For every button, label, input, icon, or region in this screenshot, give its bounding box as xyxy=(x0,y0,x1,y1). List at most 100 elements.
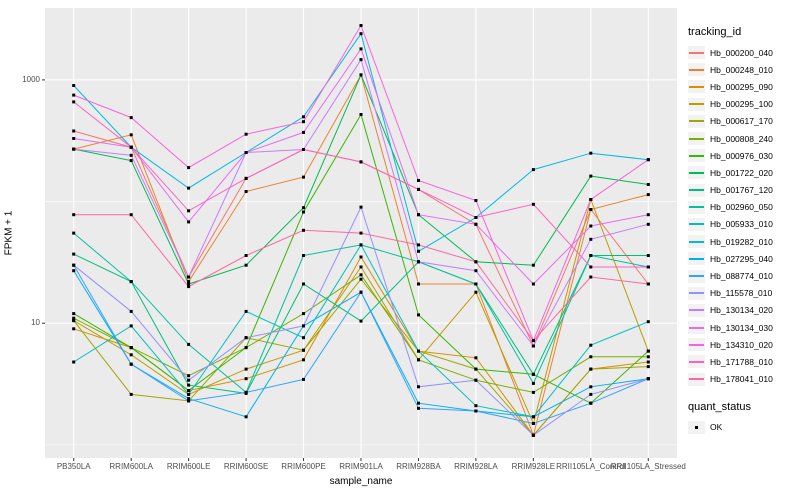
data-point xyxy=(302,324,305,328)
data-point xyxy=(129,280,133,284)
data-point xyxy=(417,249,420,253)
data-point xyxy=(244,309,248,313)
data-point xyxy=(244,336,248,340)
quant-ok-key xyxy=(688,420,705,434)
x-tick-label-PB350LA: PB350LA xyxy=(56,462,91,471)
x-tick-label-RRIM928LE: RRIM928LE xyxy=(511,462,556,471)
data-point xyxy=(244,377,248,381)
data-point xyxy=(359,231,363,235)
data-point xyxy=(474,404,478,408)
data-point xyxy=(302,348,305,352)
legend-entry-Hb_019282_010: Hb_019282_010 xyxy=(688,233,800,250)
legend-entry-Hb_134310_020: Hb_134310_020 xyxy=(688,336,800,353)
data-point xyxy=(72,316,76,320)
legend-entry-label: Hb_001722_020 xyxy=(710,167,773,178)
square-point-icon xyxy=(695,425,698,429)
legend-entry-Hb_000248_010: Hb_000248_010 xyxy=(688,61,800,78)
data-point xyxy=(72,84,76,87)
data-point xyxy=(531,422,535,425)
legend-entry-label: Hb_130134_020 xyxy=(710,305,773,316)
data-point xyxy=(531,344,535,348)
legend-entry-Hb_000617_170: Hb_000617_170 xyxy=(688,113,800,130)
legend-key-swatch xyxy=(688,372,705,386)
data-point xyxy=(589,224,593,228)
data-point xyxy=(72,93,76,97)
legend-line-icon xyxy=(689,120,704,123)
data-point xyxy=(531,433,535,437)
data-point xyxy=(187,220,191,224)
legend-entry-Hb_000295_090: Hb_000295_090 xyxy=(688,78,800,95)
data-point xyxy=(359,160,363,164)
data-point xyxy=(72,269,76,273)
data-point xyxy=(129,362,133,366)
data-point xyxy=(187,280,191,284)
legend-key-swatch xyxy=(688,114,705,128)
data-point xyxy=(359,319,363,323)
data-point xyxy=(72,213,76,217)
data-point xyxy=(302,120,305,124)
legend-line-icon xyxy=(689,171,704,174)
data-point xyxy=(531,415,535,419)
data-point xyxy=(359,73,363,77)
data-point xyxy=(187,378,191,382)
data-point xyxy=(646,355,650,359)
data-point xyxy=(589,392,593,396)
legend-entry-Hb_000808_240: Hb_000808_240 xyxy=(688,130,800,147)
legend-line-icon xyxy=(689,223,704,226)
data-point xyxy=(474,216,478,219)
data-point xyxy=(646,320,650,324)
data-point xyxy=(646,213,650,217)
data-point xyxy=(244,176,248,180)
data-point xyxy=(359,47,363,51)
legend-quant-status: quant_status OK xyxy=(688,401,800,436)
data-point xyxy=(129,145,133,149)
x-tick-label-RRIM600SE: RRIM600SE xyxy=(223,462,269,471)
data-point xyxy=(646,360,650,364)
data-point xyxy=(417,313,420,317)
data-point xyxy=(359,255,363,259)
data-point xyxy=(72,129,76,133)
legend-entry-Hb_002960_050: Hb_002960_050 xyxy=(688,199,800,216)
legend-entry-label: Hb_002960_050 xyxy=(710,202,773,213)
legend-line-icon xyxy=(689,154,704,157)
data-point xyxy=(474,356,478,360)
data-point xyxy=(474,282,478,286)
y-tick-label-10: 10 xyxy=(31,318,40,327)
legend-key-swatch xyxy=(688,97,705,111)
data-point xyxy=(589,151,593,155)
data-point xyxy=(646,158,650,162)
legend-entry-Hb_171788_010: Hb_171788_010 xyxy=(688,353,800,370)
data-point xyxy=(129,159,133,163)
x-tick-label-RRIM928BA: RRIM928BA xyxy=(396,462,441,471)
legend-entry-label: Hb_178041_010 xyxy=(710,374,773,385)
legend-key-swatch xyxy=(688,286,705,300)
data-point xyxy=(417,179,420,182)
data-point xyxy=(589,198,593,201)
data-point xyxy=(531,390,535,394)
legend-key-swatch xyxy=(688,235,705,249)
legend-line-icon xyxy=(689,240,704,243)
x-tick-label-RRII105LA_Stressed: RRII105LA_Stressed xyxy=(610,462,686,471)
data-point xyxy=(646,265,650,269)
legend-line-icon xyxy=(689,360,704,363)
legend-entry-Hb_115578_010: Hb_115578_010 xyxy=(688,285,800,302)
legend-key-swatch xyxy=(688,63,705,77)
data-point xyxy=(72,312,76,316)
data-point xyxy=(646,254,650,257)
data-point xyxy=(531,263,535,267)
legend-key-swatch xyxy=(688,183,705,197)
legend-line-icon xyxy=(689,343,704,346)
legend-entry-label: Hb_115578_010 xyxy=(710,288,773,299)
data-point xyxy=(589,367,593,371)
data-point xyxy=(589,174,593,178)
data-point xyxy=(417,243,420,247)
data-point xyxy=(302,358,305,362)
x-tick-label-RRIM600LE: RRIM600LE xyxy=(166,462,211,471)
legend-key-swatch xyxy=(688,149,705,163)
x-tick-label-RRII105LA_Control: RRII105LA_Control xyxy=(556,462,626,471)
data-point xyxy=(187,275,191,279)
legend-entry-Hb_130134_020: Hb_130134_020 xyxy=(688,302,800,319)
data-point xyxy=(187,342,191,346)
y-tick-label-1000: 1000 xyxy=(22,75,40,84)
